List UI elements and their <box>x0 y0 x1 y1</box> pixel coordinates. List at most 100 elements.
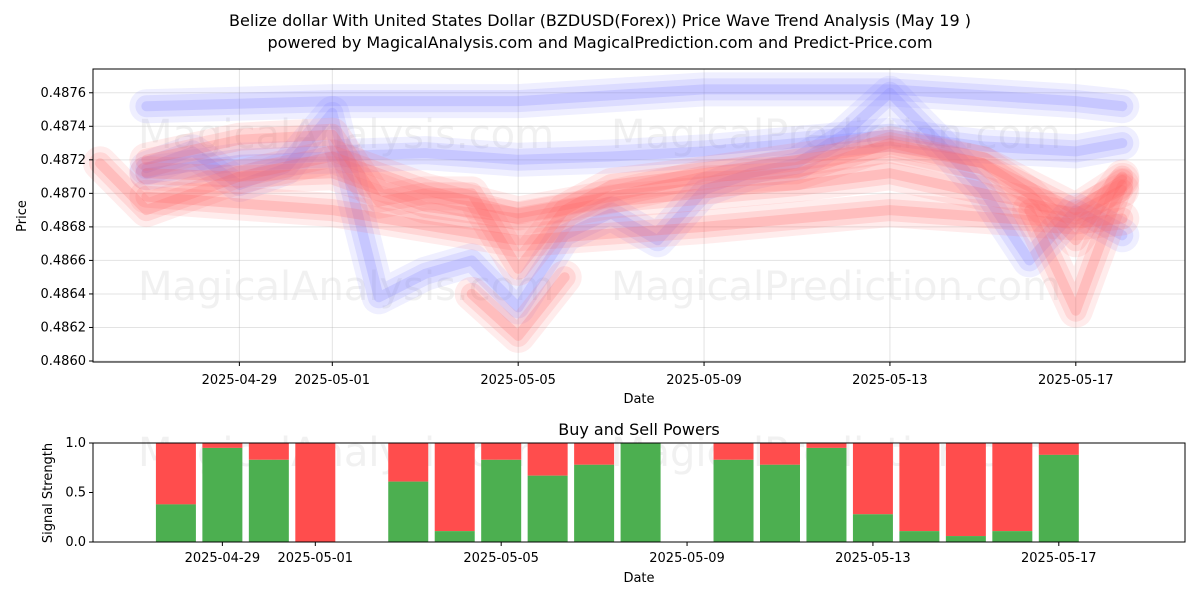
power-x-axis-label: Date <box>623 571 654 586</box>
buy-bar <box>527 475 568 542</box>
power-chart-title: Buy and Sell Powers <box>558 420 720 439</box>
main-x-tick-label: 2025-05-01 <box>295 373 371 388</box>
main-chart-title: Belize dollar With United States Dollar … <box>229 11 971 30</box>
power-x-tick-label: 2025-05-05 <box>463 551 539 566</box>
power-x-tick-label: 2025-05-09 <box>649 551 725 566</box>
main-x-tick-label: 2025-05-17 <box>1038 373 1114 388</box>
buy-bar <box>434 531 475 543</box>
sell-bar <box>527 443 568 476</box>
main-y-tick-label: 0.4866 <box>41 253 87 268</box>
series-line-4 <box>129 117 1140 286</box>
series-line-2 <box>129 117 1140 191</box>
main-plot-frame <box>92 68 1186 363</box>
sell-bar <box>945 443 986 537</box>
series-line-4 <box>135 123 1134 280</box>
series-line-8 <box>1024 180 1128 316</box>
buy-bar <box>1038 454 1079 542</box>
series-line-7 <box>454 260 582 353</box>
power-y-tick-label: 0.5 <box>65 486 86 501</box>
buy-bar <box>852 514 893 542</box>
main-grid <box>93 69 1185 362</box>
buy-bar <box>992 531 1033 543</box>
main-y-tick-label: 0.4872 <box>41 153 87 168</box>
price-wave-chart: MagicalAnalysis.com MagicalPrediction.com… <box>15 68 1186 407</box>
buy-bar <box>620 443 661 542</box>
power-y-axis-label: Signal Strength <box>41 443 56 543</box>
power-y-ticks: 0.0 0.5 1.0 <box>65 436 93 550</box>
series-line-8 <box>1018 174 1134 322</box>
buy-bar <box>155 504 196 542</box>
main-y-tick-label: 0.4876 <box>41 86 87 101</box>
series-line-6 <box>129 179 1140 258</box>
series-line-0 <box>141 84 1128 112</box>
buy-bar <box>202 447 243 543</box>
power-x-tick-label: 2025-04-29 <box>185 551 261 566</box>
main-chart-subtitle: powered by MagicalAnalysis.com and Magic… <box>267 33 932 52</box>
sell-bar <box>574 443 615 465</box>
buy-bar <box>806 447 847 543</box>
watermark-text: MagicalAnalysis.com <box>138 112 554 158</box>
watermark-text: MagicalAnalysis.com <box>138 264 554 310</box>
power-y-tick-label: 0.0 <box>65 535 86 550</box>
series-line-3 <box>95 138 1128 219</box>
series-line-5 <box>135 162 1134 230</box>
sell-bar <box>806 443 847 448</box>
main-x-tick-label: 2025-05-09 <box>666 373 742 388</box>
power-x-tick-label: 2025-05-17 <box>1021 551 1097 566</box>
sell-bar <box>434 443 475 532</box>
buy-bar <box>574 464 615 542</box>
main-x-tick-label: 2025-05-13 <box>852 373 928 388</box>
buy-bar <box>481 459 522 543</box>
series-line-1 <box>135 81 1134 319</box>
series-line-0 <box>129 72 1140 124</box>
series-line-4 <box>141 129 1128 274</box>
buy-sell-power-chart: Buy and Sell Powers MagicalAnalysis.comM… <box>41 420 1186 586</box>
power-y-tick-label: 1.0 <box>65 436 86 451</box>
sell-bar <box>852 443 893 515</box>
series-line-2 <box>135 123 1134 185</box>
power-x-tick-label: 2025-05-01 <box>278 551 354 566</box>
main-y-tick-label: 0.4860 <box>41 354 87 369</box>
main-y-tick-label: 0.4862 <box>41 320 87 335</box>
buy-bar <box>759 464 800 542</box>
main-y-ticks: 0.4860 0.4862 0.4864 0.4866 0.4868 0.4870 0.48… <box>41 86 93 369</box>
main-y-tick-label: 0.4874 <box>41 119 87 134</box>
sell-bar <box>248 443 289 460</box>
series-line-0 <box>135 78 1134 118</box>
series-line-8 <box>1012 168 1140 328</box>
sell-bar <box>992 443 1033 532</box>
sell-bar <box>295 443 336 542</box>
series-line-7 <box>466 272 570 341</box>
sell-bar <box>388 443 429 482</box>
series-line-2 <box>141 129 1128 179</box>
main-series <box>83 72 1140 353</box>
buy-bar <box>248 459 289 543</box>
main-x-tick-label: 2025-05-05 <box>480 373 556 388</box>
series-line-5 <box>141 168 1128 224</box>
power-x-tick-label: 2025-05-13 <box>835 551 911 566</box>
buy-bar <box>945 536 986 542</box>
series-line-7 <box>460 266 576 347</box>
series-line-3 <box>89 132 1134 225</box>
main-y-tick-label: 0.4864 <box>41 287 87 302</box>
series-line-3 <box>83 126 1140 231</box>
sell-bar <box>202 443 243 448</box>
main-y-tick-label: 0.4870 <box>41 186 87 201</box>
sell-bar <box>1038 443 1079 455</box>
sell-bar <box>481 443 522 460</box>
watermark-text: MagicalPrediction.com <box>611 112 1061 158</box>
buy-bar <box>388 481 429 543</box>
sell-bar <box>759 443 800 465</box>
series-line-1 <box>141 87 1128 313</box>
main-y-tick-label: 0.4868 <box>41 220 87 235</box>
series-line-6 <box>135 185 1134 252</box>
series-line-1 <box>129 75 1140 325</box>
sell-bar <box>155 443 196 505</box>
power-x-ticks: 2025-04-29 2025-05-01 2025-05-05 2025-05-09… <box>185 542 1097 566</box>
sell-bar <box>713 443 754 460</box>
main-x-ticks: 2025-04-29 2025-05-01 2025-05-05 2025-05-09… <box>202 362 1114 388</box>
main-y-axis-label: Price <box>15 200 30 232</box>
buy-bar <box>713 459 754 543</box>
buy-bar <box>899 531 940 543</box>
